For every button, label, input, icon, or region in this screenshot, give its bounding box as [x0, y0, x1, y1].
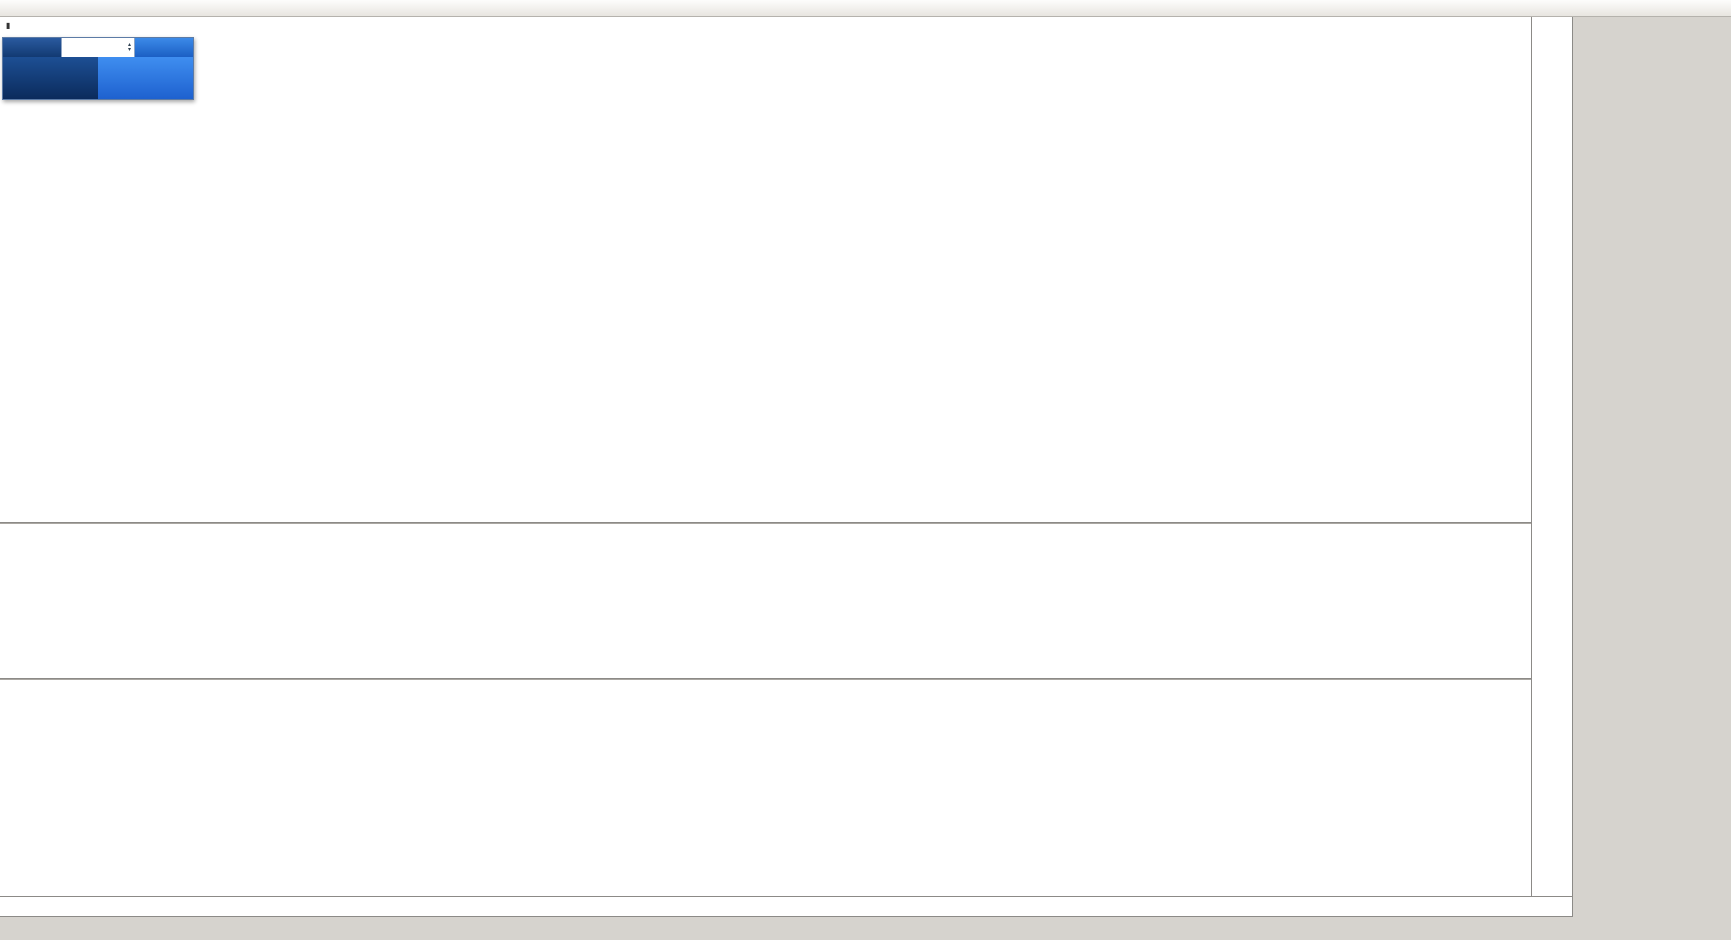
- trade-panel-prices: [3, 57, 193, 99]
- trade-panel-header: ▴ ▾: [3, 38, 193, 57]
- lot-up-icon[interactable]: ▴: [127, 41, 131, 48]
- rsi-panel[interactable]: [0, 680, 1531, 896]
- one-click-trading-panel: ▴ ▾: [2, 37, 194, 100]
- lot-down-icon[interactable]: ▾: [127, 46, 131, 53]
- price-axis[interactable]: [1531, 17, 1572, 896]
- bid-price-button[interactable]: [3, 57, 98, 99]
- ask-price-button[interactable]: [98, 57, 193, 99]
- main-toolbar: [0, 0, 1731, 17]
- chart-window: ▮ ▴ ▾: [0, 17, 1573, 917]
- lot-stepper[interactable]: ▴ ▾: [127, 41, 131, 53]
- panel-splitter[interactable]: [0, 522, 1572, 524]
- buy-button[interactable]: [135, 38, 193, 57]
- lot-size-input[interactable]: ▴ ▾: [61, 38, 135, 57]
- panel-splitter[interactable]: [0, 678, 1572, 680]
- chart-symbol-icon: ▮: [6, 21, 11, 30]
- macd-panel[interactable]: [0, 524, 1531, 678]
- sell-button[interactable]: [3, 38, 61, 57]
- price-chart[interactable]: [0, 17, 1531, 522]
- chart-title: ▮: [6, 21, 35, 30]
- time-axis[interactable]: [0, 896, 1572, 916]
